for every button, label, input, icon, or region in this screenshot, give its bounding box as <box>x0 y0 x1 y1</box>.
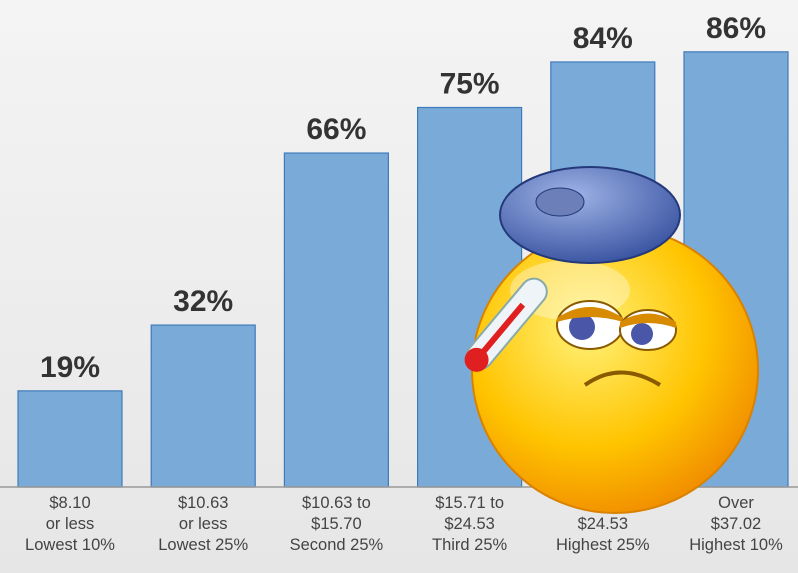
bar <box>151 325 255 487</box>
value-label: 75% <box>440 68 500 101</box>
bar <box>284 153 388 487</box>
bar <box>18 391 122 487</box>
x-tick-label: or less <box>179 515 228 533</box>
x-tick-label: Third 25% <box>432 536 508 554</box>
value-label: 66% <box>306 113 366 146</box>
x-tick-label: Highest 25% <box>556 536 650 554</box>
x-tick-label: $8.10 <box>49 494 90 512</box>
x-tick-label: $24.53 <box>444 515 494 533</box>
x-tick-label: $37.02 <box>711 515 761 533</box>
x-tick-label: Over <box>718 494 754 512</box>
chart: 19% 32% 66% 75% 84% 86% $8.10 or less Lowest 10… <box>0 0 798 573</box>
value-label: 32% <box>173 285 233 318</box>
value-label: 84% <box>573 22 633 55</box>
x-tick-label: $24.53 <box>578 515 628 533</box>
value-label: 19% <box>40 351 100 384</box>
x-tick-label: $10.63 to <box>302 494 371 512</box>
x-tick-label: $15.71 to <box>435 494 504 512</box>
x-tick-label: $15.70 <box>311 515 361 533</box>
x-tick-label: Second 25% <box>290 536 384 554</box>
x-tick-label: Lowest 10% <box>25 536 115 554</box>
x-tick-label: Lowest 25% <box>158 536 248 554</box>
value-label: 86% <box>706 12 766 45</box>
x-tick-label: $10.63 <box>178 494 228 512</box>
x-tick-label: or less <box>46 515 95 533</box>
x-tick-label: Highest 10% <box>689 536 783 554</box>
